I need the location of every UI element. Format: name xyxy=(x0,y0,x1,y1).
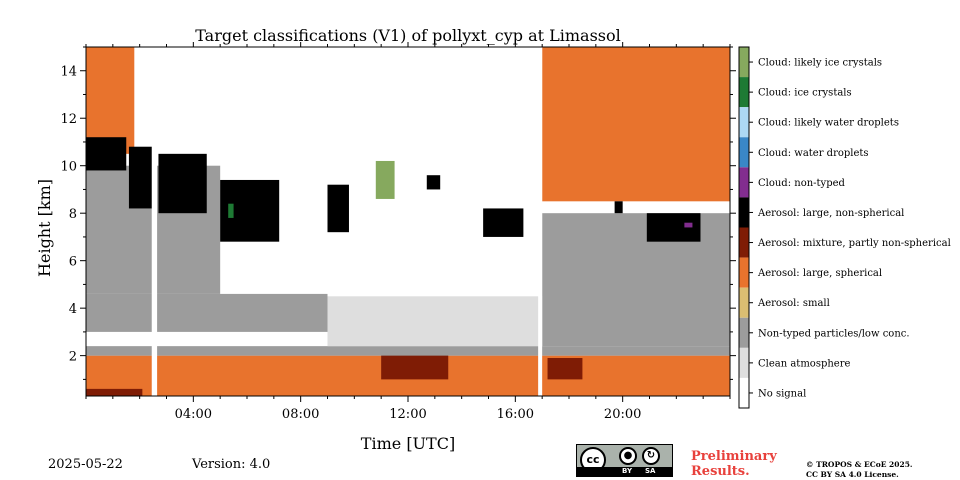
license-line-1: © TROPOS & ECoE 2025. xyxy=(806,460,913,469)
class-region xyxy=(128,146,154,209)
colorbar-label: Aerosol: large, spherical xyxy=(757,268,882,279)
class-region xyxy=(684,222,693,228)
class-region xyxy=(614,201,623,214)
colorbar-swatch xyxy=(739,197,749,228)
preliminary-line-2: Results. xyxy=(691,464,750,479)
license-notice: © TROPOS & ECoE 2025. CC BY SA 4.0 Licen… xyxy=(806,460,913,480)
plot-area xyxy=(85,46,731,397)
colorbar-swatch xyxy=(739,137,749,168)
license-line-2: CC BY SA 4.0 License. xyxy=(806,470,899,479)
class-region xyxy=(86,346,730,356)
y-tick-label: 2 xyxy=(69,350,77,365)
colorbar-label: Cloud: water droplets xyxy=(758,148,869,159)
colorbar-label: Aerosol: mixture, partly non-spherical xyxy=(757,238,951,249)
sa-sharealike-icon: ↻ xyxy=(642,447,660,465)
class-region xyxy=(228,203,234,218)
colorbar-label: Aerosol: large, non-spherical xyxy=(757,208,904,219)
colorbar-frame xyxy=(738,46,750,409)
version-label: Version: 4.0 xyxy=(192,457,271,472)
y-axis-title: Height [km] xyxy=(35,179,54,277)
class-region xyxy=(158,153,207,214)
colorbar-label: No signal xyxy=(758,388,806,399)
x-axis: 04:00 08:00 12:00 16:00 20:00 xyxy=(85,42,731,422)
colorbar-swatch xyxy=(739,107,749,138)
y-tick-label: 10 xyxy=(60,160,77,175)
colorbar-label: Non-typed particles/low conc. xyxy=(758,328,910,339)
y-tick-label: 8 xyxy=(69,207,77,222)
colorbar-swatch xyxy=(739,317,749,348)
colorbar-swatch xyxy=(739,227,749,258)
colorbar-swatch xyxy=(739,287,749,318)
colorbar-swatch xyxy=(739,377,749,408)
class-region xyxy=(426,175,441,190)
y-tick-label: 12 xyxy=(60,112,77,127)
cc-sa-label: SA xyxy=(645,467,656,475)
colorbar-swatch xyxy=(739,257,749,288)
class-region xyxy=(375,160,395,199)
x-tick-label: 16:00 xyxy=(497,407,534,422)
class-region xyxy=(327,184,349,233)
class-region xyxy=(381,353,449,380)
colorbar-label: Cloud: non-typed xyxy=(758,178,846,189)
chart-title: Target classifications (V1) of pollyxt_c… xyxy=(195,26,621,45)
class-region xyxy=(542,47,730,202)
class-region xyxy=(327,296,543,347)
class-region xyxy=(86,293,328,332)
x-tick-label: 12:00 xyxy=(389,407,426,422)
colorbar-label: Aerosol: small xyxy=(757,298,830,309)
date-label: 2025-05-22 xyxy=(48,457,123,472)
class-region xyxy=(86,388,143,396)
by-attribution-icon: ● xyxy=(619,447,637,465)
class-region xyxy=(538,47,543,396)
class-colorbar: Cloud: likely ice crystals Cloud: ice cry… xyxy=(738,46,951,409)
y-tick-label: 6 xyxy=(69,255,77,270)
y-axis: 2 4 6 8 10 12 14 xyxy=(60,46,736,380)
class-region xyxy=(542,213,730,347)
colorbar-label: Cloud: likely ice crystals xyxy=(758,58,882,69)
class-region xyxy=(86,47,135,154)
class-region xyxy=(86,137,127,171)
preliminary-line-1: Preliminary xyxy=(691,449,777,464)
colorbar-swatch xyxy=(739,167,749,198)
colorbar-swatch xyxy=(739,347,749,378)
preliminary-notice: Preliminary Results. xyxy=(691,449,777,479)
class-region xyxy=(151,47,158,396)
cc-by-label: BY xyxy=(622,467,633,475)
class-region xyxy=(547,358,583,380)
colorbar-swatch xyxy=(739,77,749,108)
y-tick-label: 14 xyxy=(60,65,77,80)
x-axis-title: Time [UTC] xyxy=(361,434,455,453)
colorbar-label: Cloud: likely water droplets xyxy=(758,118,899,129)
colorbar-label: Clean atmosphere xyxy=(758,358,851,369)
y-tick-label: 4 xyxy=(69,302,77,317)
colorbar-label: Cloud: ice crystals xyxy=(758,88,852,99)
x-tick-label: 08:00 xyxy=(282,407,319,422)
class-region xyxy=(483,208,524,237)
cc-license-badge: cc ● ↻ BY SA xyxy=(576,444,673,477)
x-tick-label: 04:00 xyxy=(175,407,212,422)
x-tick-label: 20:00 xyxy=(604,407,641,422)
colorbar-swatch xyxy=(739,47,749,78)
